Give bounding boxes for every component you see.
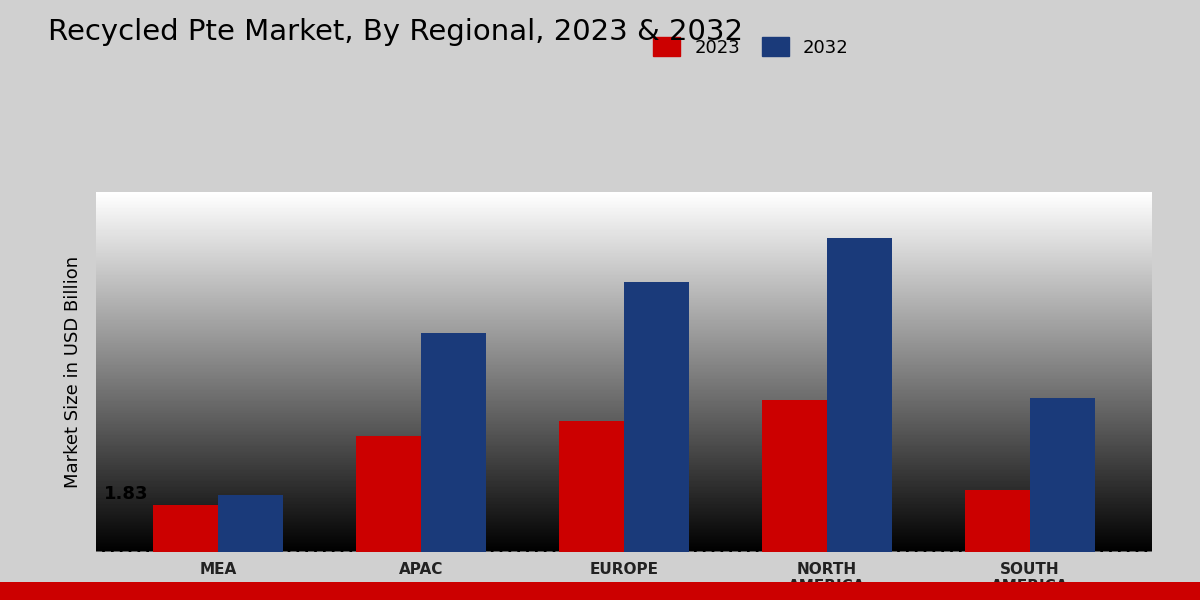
Bar [624, 282, 689, 552]
Bar [827, 238, 892, 552]
Bar [559, 421, 624, 552]
Bar [421, 334, 486, 552]
Bar [218, 496, 283, 552]
Text: 1.83: 1.83 [104, 485, 149, 503]
Bar [356, 436, 421, 552]
Text: Recycled Pte Market, By Regional, 2023 & 2032: Recycled Pte Market, By Regional, 2023 &… [48, 18, 743, 46]
Y-axis label: Market Size in USD Billion: Market Size in USD Billion [64, 256, 82, 488]
Bar [152, 505, 218, 552]
Bar [762, 400, 827, 552]
Bar [965, 490, 1030, 552]
Legend: 2023, 2032: 2023, 2032 [643, 28, 858, 65]
Bar [1030, 398, 1096, 552]
